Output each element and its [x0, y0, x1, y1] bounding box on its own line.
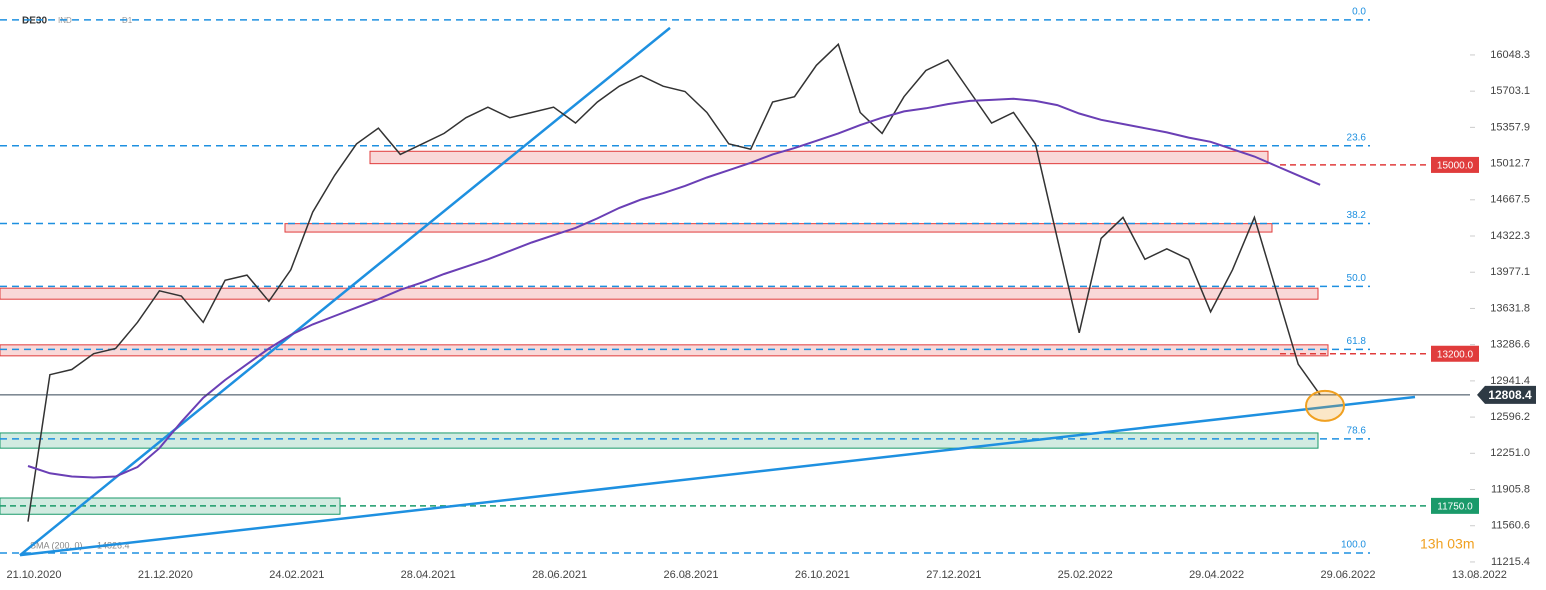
x-tick-label: 26.08.2021 — [663, 569, 718, 581]
last-price-tag — [1477, 385, 1536, 404]
fib-label: 50.0 — [1347, 273, 1367, 284]
y-tick-label: 12251.0 — [1490, 447, 1530, 459]
fib-label: 38.2 — [1347, 210, 1367, 221]
price-level-tag — [1431, 156, 1479, 173]
interval: D1 — [122, 16, 133, 25]
y-tick-label: 12596.2 — [1490, 411, 1530, 423]
y-tick-label: 11905.8 — [1491, 483, 1530, 495]
fib-label: 23.6 — [1347, 132, 1367, 143]
timer: 13h 03m — [1420, 536, 1474, 552]
zone — [369, 150, 1269, 165]
y-tick-label: 13977.1 — [1490, 266, 1530, 278]
y-tick-label: 15703.1 — [1490, 85, 1530, 97]
x-tick-label: 29.06.2022 — [1320, 569, 1375, 581]
x-tick-label: 25.02.2022 — [1058, 569, 1113, 581]
y-tick-label: 15357.9 — [1490, 121, 1530, 133]
zone — [284, 223, 1273, 233]
y-tick-label: 13631.8 — [1490, 302, 1530, 314]
fib-label: 78.6 — [1347, 426, 1367, 437]
trendline — [19, 26, 671, 557]
x-tick-label: 21.12.2020 — [138, 569, 193, 581]
x-tick-label: 28.04.2021 — [401, 569, 456, 581]
zone — [0, 344, 1329, 357]
y-tick-label: 16048.3 — [1490, 49, 1530, 61]
fib-label: 0.0 — [1352, 7, 1366, 18]
y-tick-label: 15012.7 — [1490, 157, 1530, 169]
x-tick-label: 29.04.2022 — [1189, 569, 1244, 581]
symbol: DE30 — [22, 16, 47, 27]
price-level-tag — [1431, 497, 1479, 514]
price-level-label: 11750.0 — [1437, 502, 1473, 513]
x-tick-label: 24.02.2021 — [269, 569, 324, 581]
zone — [0, 287, 1319, 300]
x-tick-label: 27.12.2021 — [926, 569, 981, 581]
y-tick-label: 14322.3 — [1490, 230, 1530, 242]
y-tick-label: 11560.6 — [1491, 520, 1530, 532]
price-line — [27, 42, 1321, 522]
y-tick-label: 11215.4 — [1491, 556, 1530, 568]
fib-label: 61.8 — [1347, 336, 1367, 347]
x-tick-label: 13.08.2022 — [1452, 569, 1507, 581]
y-tick-label: 13286.6 — [1490, 339, 1530, 351]
sma-line — [27, 97, 1321, 479]
price-level-label: 15000.0 — [1437, 161, 1474, 172]
trendline — [19, 395, 1416, 557]
price-level-tag — [1431, 345, 1479, 362]
highlight-circle — [1305, 389, 1345, 422]
x-tick-label: 26.10.2021 — [795, 569, 850, 581]
sma-legend: SMA (200, 0) — [30, 540, 83, 550]
x-tick-label: 28.06.2021 — [532, 569, 587, 581]
x-tick-label: 21.10.2020 — [6, 569, 61, 581]
last-price-label: 12808.4 — [1488, 388, 1532, 402]
zone — [0, 432, 1319, 449]
y-tick-label: 14667.5 — [1490, 194, 1530, 206]
fib-label: 100.0 — [1341, 540, 1366, 551]
price-level-label: 13200.0 — [1437, 349, 1474, 360]
y-tick-label: 12941.4 — [1490, 375, 1530, 387]
